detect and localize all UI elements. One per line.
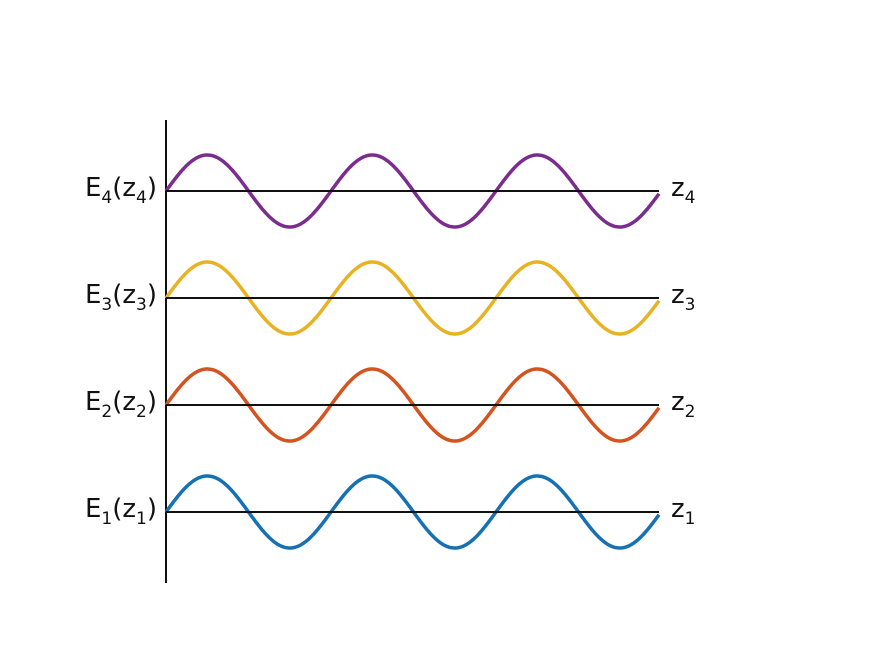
label-subscript: 4 [685,188,696,208]
label-subscript: 3 [685,295,696,315]
label-text: ) [147,173,157,203]
row-label: E3(z3) [85,280,157,316]
axis-label: z3 [671,280,695,316]
label-subscript: 4 [136,188,147,208]
label-text: ) [147,494,157,524]
label-text: z [671,494,685,524]
axis-label: z4 [671,173,695,209]
label-subscript: 2 [101,402,112,422]
label-text: ) [147,387,157,417]
row-label: E2(z2) [85,387,157,423]
label-subscript: 4 [101,188,112,208]
label-text: z [671,173,685,203]
label-text: z [671,387,685,417]
label-text: E [85,280,101,310]
label-subscript: 2 [136,402,147,422]
axis-label: z1 [671,494,695,530]
label-text: E [85,387,101,417]
label-subscript: 2 [685,402,696,422]
label-subscript: 3 [136,295,147,315]
label-text: (z [112,387,136,417]
label-text: ) [147,280,157,310]
label-text: (z [112,494,136,524]
label-text: (z [112,173,136,203]
label-subscript: 1 [136,509,147,529]
label-subscript: 1 [685,509,696,529]
label-text: E [85,494,101,524]
row-label: E1(z1) [85,494,157,530]
label-subscript: 1 [101,509,112,529]
row-label: E4(z4) [85,173,157,209]
label-text: (z [112,280,136,310]
label-text: z [671,280,685,310]
label-text: E [85,173,101,203]
axis-label: z2 [671,387,695,423]
label-subscript: 3 [101,295,112,315]
